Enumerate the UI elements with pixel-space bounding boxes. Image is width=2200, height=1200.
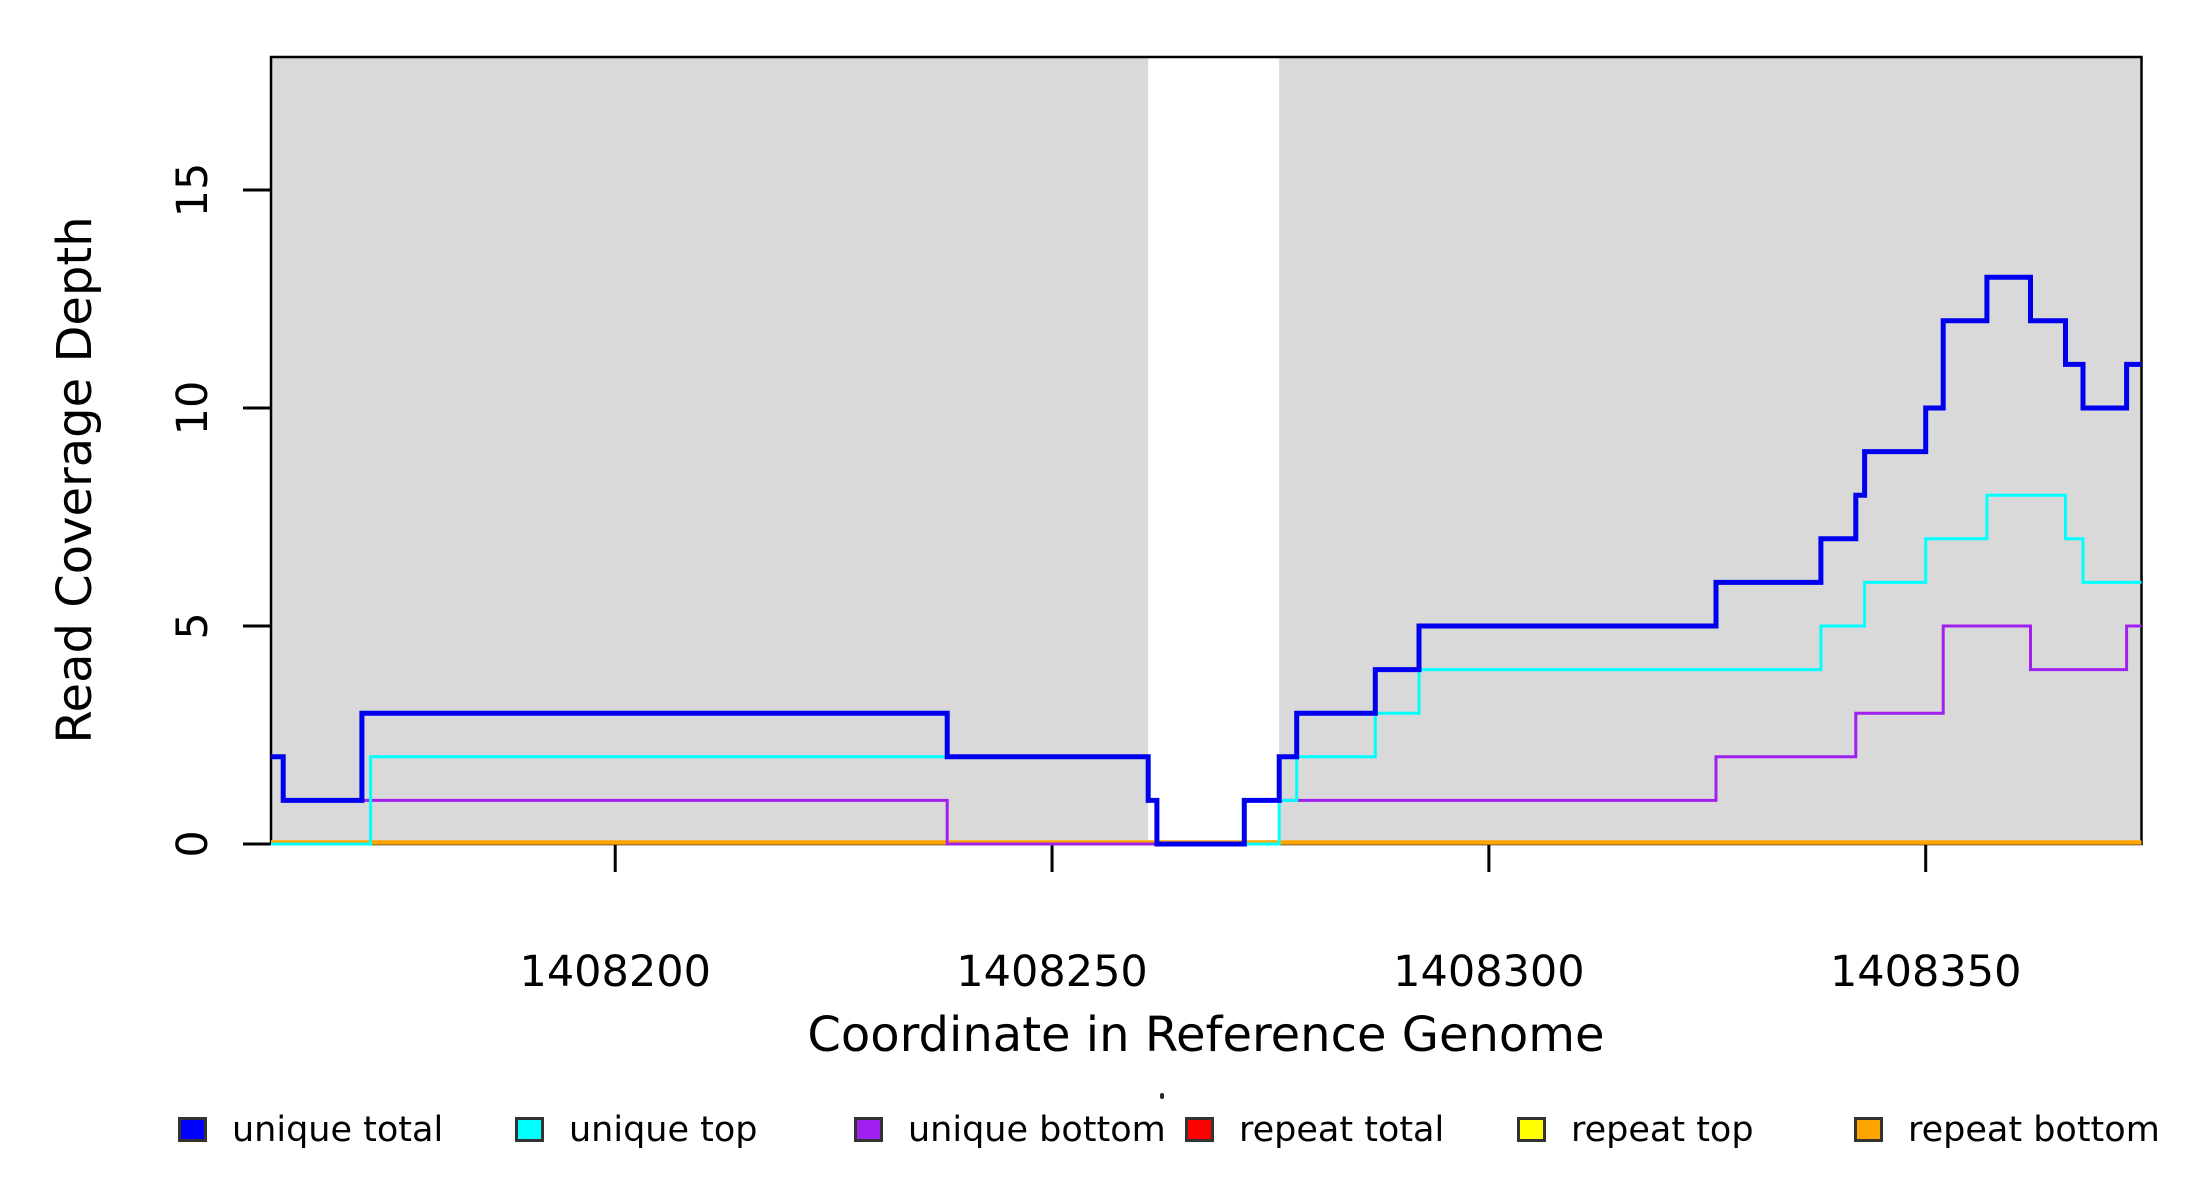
legend-swatch-repeat-bottom — [1854, 1117, 1883, 1142]
y-tick-label: 5 — [168, 612, 218, 640]
shaded-region-2 — [1279, 57, 2142, 844]
series-line-unique-bottom — [271, 624, 2142, 846]
series-line-unique-total — [271, 274, 2142, 847]
x-axis-title: Coordinate in Reference Genome — [807, 1007, 1605, 1063]
legend-label-unique-top: unique top — [569, 1110, 758, 1150]
y-axis-title: Read Coverage Depth — [47, 216, 103, 744]
legend-swatch-unique-top — [515, 1117, 544, 1142]
legend-swatch-unique-bottom — [854, 1117, 883, 1142]
x-tick-label: 1408350 — [1829, 947, 2022, 997]
legend-swatch-repeat-total — [1185, 1117, 1214, 1142]
y-tick-label: 15 — [168, 162, 218, 218]
x-tick-label: 1408300 — [1393, 947, 1585, 997]
stray-mark — [1160, 1093, 1164, 1099]
legend-swatch-repeat-top — [1517, 1117, 1546, 1142]
y-tick-label: 10 — [168, 380, 218, 436]
legend-label-unique-bottom: unique bottom — [908, 1110, 1166, 1150]
x-tick-label: 1408250 — [956, 947, 1148, 997]
legend-swatch-unique-total — [178, 1117, 207, 1142]
y-tick-label: 0 — [168, 830, 218, 858]
x-tick-label: 1408200 — [519, 947, 711, 997]
legend-label-repeat-bottom: repeat bottom — [1908, 1110, 2160, 1150]
legend-label-unique-total: unique total — [232, 1110, 444, 1150]
shaded-region-1 — [271, 57, 1149, 844]
legend-label-repeat-total: repeat total — [1239, 1110, 1445, 1150]
legend-label-repeat-top: repeat top — [1571, 1110, 1754, 1150]
